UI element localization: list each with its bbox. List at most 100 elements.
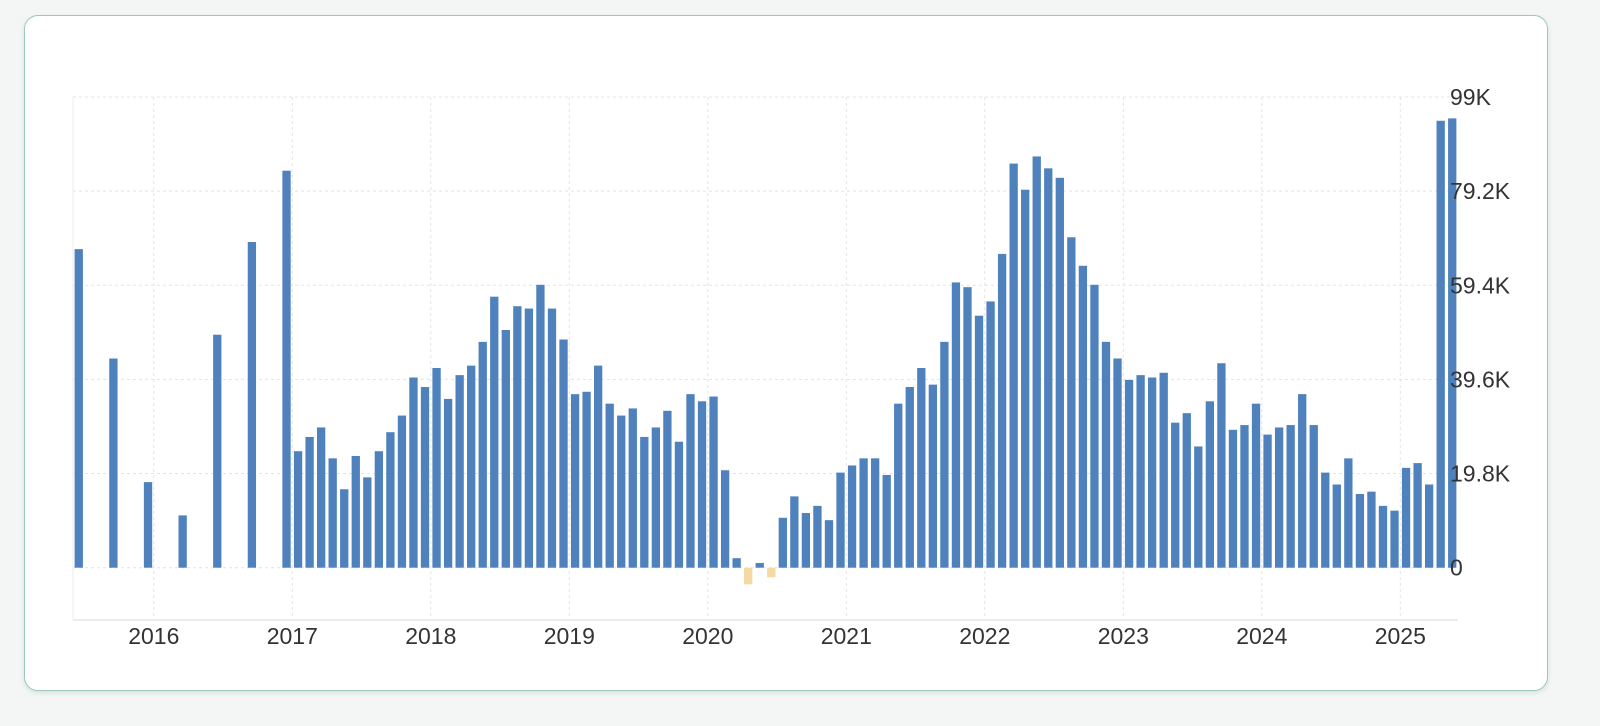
bar: [432, 368, 441, 568]
x-tick-label: 2025: [1375, 623, 1426, 649]
bar: [870, 458, 880, 568]
bar: [790, 496, 799, 568]
bar: [74, 249, 83, 568]
bar: [1436, 120, 1445, 568]
bar: [1240, 425, 1249, 568]
bar: [1413, 463, 1422, 568]
bar: [847, 465, 857, 568]
bar: [1136, 375, 1145, 568]
grid-lines: [73, 96, 1458, 620]
x-axis-ticks: 2016 2017 2018 2019 2020 2021 2022 2023 2024 2025: [128, 623, 1426, 649]
bar: [1205, 401, 1215, 568]
bar: [1147, 377, 1157, 568]
x-tick-label: 2018: [405, 623, 456, 649]
bar: [1090, 284, 1099, 568]
bar: [1113, 358, 1122, 568]
bar: [328, 458, 337, 568]
bar: [374, 451, 384, 568]
bar: [1344, 458, 1353, 568]
bar: [617, 415, 626, 568]
bar: [651, 427, 661, 568]
y-tick-label: 79.2K: [1450, 178, 1511, 204]
bar: [1009, 163, 1018, 568]
bar: [824, 520, 834, 568]
bar: [1251, 403, 1261, 568]
x-tick-label: 2020: [682, 623, 733, 649]
bar: [363, 477, 372, 568]
y-tick-label: 99K: [1450, 84, 1492, 110]
bar: [213, 334, 222, 568]
x-tick-label: 2019: [544, 623, 595, 649]
bar: [859, 458, 868, 568]
bar: [628, 408, 637, 568]
bar: [744, 567, 753, 585]
bar: [1286, 425, 1295, 568]
bar: [732, 558, 741, 568]
bar: [1078, 265, 1088, 568]
bar: [928, 384, 938, 568]
bar: [1309, 425, 1318, 568]
bar: [559, 339, 568, 568]
bar: [997, 253, 1007, 568]
axes: [72, 97, 1458, 621]
bar: [801, 513, 811, 568]
bars: [74, 118, 1457, 585]
bar: [420, 387, 430, 568]
bar: [836, 472, 845, 568]
bar: [963, 287, 972, 568]
bar: [1171, 422, 1180, 568]
bar: [951, 282, 961, 568]
bar: [1124, 379, 1134, 568]
bar: [813, 505, 822, 568]
bar: [1217, 363, 1226, 568]
y-tick-label: 0: [1450, 555, 1463, 581]
bar: [709, 396, 718, 568]
bar: [755, 562, 764, 568]
x-tick-label: 2023: [1098, 623, 1149, 649]
bar: [767, 567, 776, 578]
bar: [455, 375, 464, 568]
bar: [178, 515, 187, 568]
x-tick-label: 2024: [1236, 623, 1287, 649]
bar: [778, 517, 787, 568]
y-tick-label: 39.6K: [1450, 366, 1511, 392]
bar: [351, 455, 360, 568]
bar: [1182, 413, 1191, 568]
bar: [882, 474, 891, 568]
bar: [1055, 177, 1064, 568]
y-tick-label: 59.4K: [1450, 272, 1511, 298]
bar: [1021, 189, 1030, 568]
bar: [593, 365, 603, 568]
bar: [524, 308, 534, 568]
bar: [247, 242, 257, 568]
bar: [282, 170, 291, 568]
bar: [570, 394, 580, 568]
bar: [443, 398, 453, 568]
bar: [490, 296, 499, 568]
x-tick-label: 2017: [267, 623, 318, 649]
bar: [894, 403, 903, 568]
bar: [305, 436, 314, 568]
bar: [720, 470, 730, 568]
bar: [1378, 505, 1388, 568]
bar: [1194, 446, 1203, 568]
bar: [293, 451, 303, 568]
bar: [109, 358, 118, 568]
bar: [1044, 168, 1053, 568]
bar: [663, 410, 672, 568]
bar: [1332, 484, 1341, 568]
chart-card: [24, 15, 1548, 691]
y-tick-label: 19.8K: [1450, 461, 1511, 487]
bar: [1032, 156, 1041, 568]
bar: [940, 341, 949, 568]
bar: [547, 308, 557, 568]
bar: [1159, 372, 1168, 568]
bar: [1390, 510, 1399, 568]
bar: [905, 387, 914, 568]
bar: [1424, 484, 1434, 568]
bar: [478, 341, 487, 568]
bar: [697, 401, 707, 568]
bar: [409, 377, 418, 568]
x-tick-label: 2021: [821, 623, 872, 649]
bar: [536, 284, 545, 568]
